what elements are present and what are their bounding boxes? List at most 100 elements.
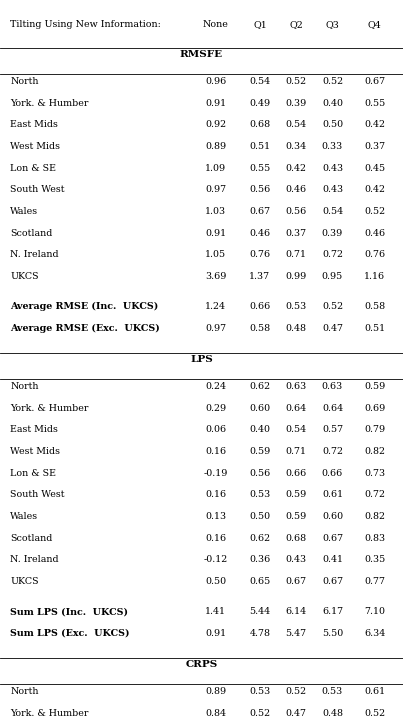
Text: 0.57: 0.57 — [322, 425, 343, 434]
Text: Sum LPS (Inc.  UKCS): Sum LPS (Inc. UKCS) — [10, 607, 128, 616]
Text: Q3: Q3 — [326, 20, 339, 29]
Text: 0.68: 0.68 — [249, 120, 270, 129]
Text: 0.52: 0.52 — [249, 709, 270, 717]
Text: 0.60: 0.60 — [322, 512, 343, 521]
Text: 0.61: 0.61 — [322, 490, 343, 499]
Text: 0.55: 0.55 — [249, 164, 270, 172]
Text: 0.40: 0.40 — [249, 425, 270, 434]
Text: 0.58: 0.58 — [364, 302, 385, 311]
Text: 0.91: 0.91 — [205, 629, 226, 637]
Text: 1.16: 1.16 — [364, 272, 385, 280]
Text: 0.67: 0.67 — [322, 577, 343, 585]
Text: 0.52: 0.52 — [322, 77, 343, 86]
Text: 0.16: 0.16 — [205, 490, 226, 499]
Text: 0.53: 0.53 — [249, 687, 270, 696]
Text: 0.50: 0.50 — [249, 512, 270, 521]
Text: 0.52: 0.52 — [286, 687, 307, 696]
Text: 0.43: 0.43 — [322, 185, 343, 194]
Text: East Mids: East Mids — [10, 120, 58, 129]
Text: 0.73: 0.73 — [364, 469, 385, 477]
Text: 1.41: 1.41 — [205, 607, 226, 616]
Text: 0.72: 0.72 — [364, 490, 385, 499]
Text: 0.42: 0.42 — [286, 164, 307, 172]
Text: 0.06: 0.06 — [205, 425, 226, 434]
Text: 0.58: 0.58 — [249, 324, 270, 332]
Text: 0.84: 0.84 — [205, 709, 226, 717]
Text: 0.46: 0.46 — [286, 185, 307, 194]
Text: 0.56: 0.56 — [249, 185, 270, 194]
Text: Q2: Q2 — [289, 20, 303, 29]
Text: North: North — [10, 77, 39, 86]
Text: 0.53: 0.53 — [249, 490, 270, 499]
Text: Q1: Q1 — [253, 20, 267, 29]
Text: 0.37: 0.37 — [286, 229, 307, 237]
Text: 0.63: 0.63 — [322, 382, 343, 391]
Text: 0.59: 0.59 — [286, 490, 307, 499]
Text: South West: South West — [10, 490, 64, 499]
Text: 0.83: 0.83 — [364, 534, 385, 542]
Text: None: None — [203, 20, 229, 29]
Text: 0.59: 0.59 — [364, 382, 385, 391]
Text: 0.62: 0.62 — [249, 534, 270, 542]
Text: 0.89: 0.89 — [205, 687, 226, 696]
Text: 0.59: 0.59 — [286, 512, 307, 521]
Text: 0.91: 0.91 — [205, 229, 226, 237]
Text: 0.67: 0.67 — [286, 577, 307, 585]
Text: South West: South West — [10, 185, 64, 194]
Text: 0.39: 0.39 — [322, 229, 343, 237]
Text: RMSFE: RMSFE — [180, 50, 223, 59]
Text: 0.65: 0.65 — [249, 577, 270, 585]
Text: 0.56: 0.56 — [249, 469, 270, 477]
Text: Lon & SE: Lon & SE — [10, 164, 56, 172]
Text: 0.39: 0.39 — [286, 99, 307, 107]
Text: 0.50: 0.50 — [205, 577, 226, 585]
Text: 0.67: 0.67 — [364, 77, 385, 86]
Text: 0.16: 0.16 — [205, 534, 226, 542]
Text: Tilting Using New Information:: Tilting Using New Information: — [10, 20, 161, 29]
Text: 0.54: 0.54 — [286, 120, 307, 129]
Text: 0.48: 0.48 — [322, 709, 343, 717]
Text: 0.52: 0.52 — [364, 207, 385, 216]
Text: -0.12: -0.12 — [204, 555, 228, 564]
Text: 0.42: 0.42 — [364, 185, 385, 194]
Text: N. Ireland: N. Ireland — [10, 250, 59, 259]
Text: 0.64: 0.64 — [322, 404, 343, 412]
Text: 6.17: 6.17 — [322, 607, 343, 616]
Text: Average RMSE (Exc.  UKCS): Average RMSE (Exc. UKCS) — [10, 324, 160, 333]
Text: 5.44: 5.44 — [249, 607, 270, 616]
Text: LPS: LPS — [190, 355, 213, 364]
Text: 0.36: 0.36 — [249, 555, 270, 564]
Text: 0.71: 0.71 — [286, 447, 307, 456]
Text: 1.03: 1.03 — [205, 207, 226, 216]
Text: 0.35: 0.35 — [364, 555, 385, 564]
Text: 3.69: 3.69 — [205, 272, 226, 280]
Text: 0.76: 0.76 — [364, 250, 385, 259]
Text: North: North — [10, 382, 39, 391]
Text: East Mids: East Mids — [10, 425, 58, 434]
Text: 0.68: 0.68 — [286, 534, 307, 542]
Text: 0.79: 0.79 — [364, 425, 385, 434]
Text: 0.55: 0.55 — [364, 99, 385, 107]
Text: 0.24: 0.24 — [205, 382, 226, 391]
Text: Wales: Wales — [10, 207, 38, 216]
Text: 7.10: 7.10 — [364, 607, 385, 616]
Text: 0.40: 0.40 — [322, 99, 343, 107]
Text: 1.05: 1.05 — [205, 250, 226, 259]
Text: 6.34: 6.34 — [364, 629, 385, 637]
Text: 0.72: 0.72 — [322, 250, 343, 259]
Text: UKCS: UKCS — [10, 577, 39, 585]
Text: Average RMSE (Inc.  UKCS): Average RMSE (Inc. UKCS) — [10, 302, 158, 311]
Text: Lon & SE: Lon & SE — [10, 469, 56, 477]
Text: 5.47: 5.47 — [286, 629, 307, 637]
Text: 6.14: 6.14 — [286, 607, 307, 616]
Text: 0.82: 0.82 — [364, 447, 385, 456]
Text: 0.67: 0.67 — [322, 534, 343, 542]
Text: 0.92: 0.92 — [205, 120, 226, 129]
Text: 0.43: 0.43 — [322, 164, 343, 172]
Text: 0.34: 0.34 — [286, 142, 307, 151]
Text: 1.37: 1.37 — [249, 272, 270, 280]
Text: 0.46: 0.46 — [364, 229, 385, 237]
Text: 0.50: 0.50 — [322, 120, 343, 129]
Text: 0.33: 0.33 — [322, 142, 343, 151]
Text: 0.59: 0.59 — [249, 447, 270, 456]
